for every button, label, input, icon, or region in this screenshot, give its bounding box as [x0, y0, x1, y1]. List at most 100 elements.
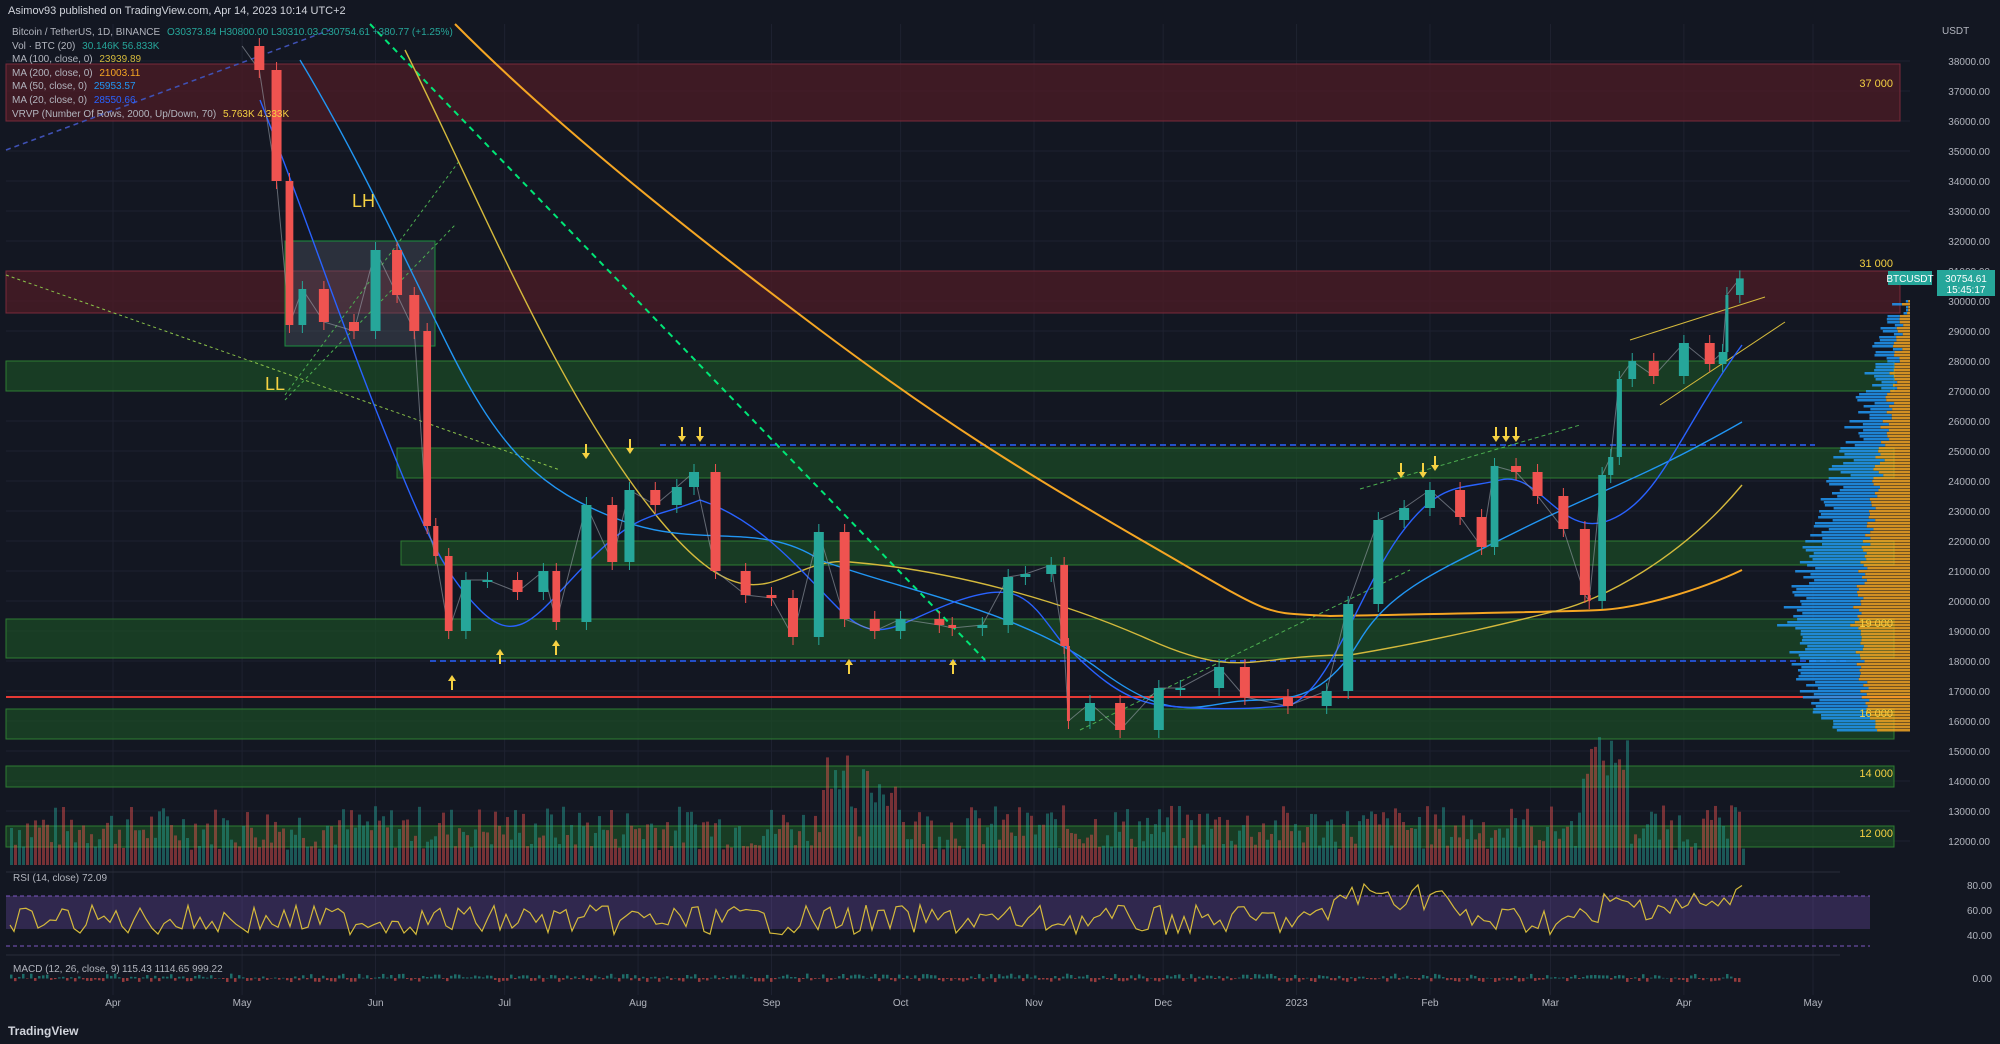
volume-bar	[1298, 830, 1301, 865]
price-tick-label: 36000.00	[1948, 117, 1990, 128]
volume-bar	[1698, 849, 1701, 865]
macd-histogram-bar	[1418, 978, 1421, 980]
macd-histogram-bar	[1554, 977, 1557, 979]
profile-bar-up	[1887, 321, 1900, 324]
macd-histogram-bar	[1730, 976, 1733, 979]
volume-bar	[530, 843, 533, 865]
volume-bar	[1578, 812, 1581, 865]
profile-bar-down	[1863, 597, 1910, 600]
legend-vrvp-row[interactable]: VRVP (Number Of Rows, 2000, Up/Down, 70)…	[12, 108, 453, 122]
macd-histogram-bar	[722, 976, 725, 979]
volume-bar	[1218, 817, 1221, 865]
volume-bar	[970, 807, 973, 865]
support-zone	[5, 618, 1895, 659]
volume-bar	[866, 770, 869, 865]
macd-histogram-bar	[1150, 977, 1153, 979]
profile-bar-down	[1860, 657, 1910, 660]
volume-bar	[1338, 848, 1341, 865]
macd-histogram-bar	[382, 973, 385, 979]
volume-bar	[354, 827, 357, 865]
macd-histogram-bar	[1318, 975, 1321, 979]
profile-bar-up	[1802, 546, 1862, 549]
macd-histogram-bar	[1422, 974, 1425, 979]
signal-arrows	[448, 427, 1520, 690]
volume-bar	[58, 844, 61, 865]
volume-bar	[642, 839, 645, 865]
profile-bar-up	[1814, 522, 1868, 525]
profile-bar-up	[1813, 552, 1867, 555]
profile-bar-down	[1899, 357, 1910, 360]
volume-bar	[890, 792, 893, 865]
volume-bar	[1226, 819, 1229, 865]
macd-histogram-bar	[570, 978, 573, 980]
volume-bar	[202, 829, 205, 865]
profile-bar-down	[1858, 588, 1910, 591]
macd-histogram-bar	[118, 977, 121, 979]
profile-bar-up	[1795, 570, 1859, 573]
volume-bar	[1278, 840, 1281, 865]
volume-bar	[206, 823, 209, 865]
profile-bar-up	[1800, 633, 1861, 636]
macd-histogram-bar	[670, 978, 673, 981]
macd-histogram-bar	[698, 978, 701, 982]
volume-bar	[1066, 828, 1069, 865]
macd-zero-label: 0.00	[1973, 974, 1993, 985]
profile-bar-up	[1862, 423, 1889, 426]
legend-ma50-row[interactable]: MA (50, close, 0) 25953.57	[12, 80, 453, 94]
macd-histogram-bar	[422, 976, 425, 979]
macd-histogram-bar	[1646, 978, 1649, 982]
macd-histogram-bar	[186, 978, 189, 982]
candle-body	[1060, 565, 1069, 646]
profile-bar-down	[1889, 438, 1910, 441]
macd-histogram-bar	[834, 978, 837, 979]
profile-bar-up	[1789, 651, 1856, 654]
volume-bar	[1738, 811, 1741, 865]
macd-histogram-bar	[1582, 977, 1585, 979]
macd-histogram-bar	[1614, 975, 1617, 979]
volume-bar	[1262, 823, 1265, 865]
profile-bar-down	[1868, 516, 1910, 519]
volume-bar	[1042, 824, 1045, 865]
volume-bar	[1242, 825, 1245, 865]
legend-ma100-row[interactable]: MA (100, close, 0) 23939.89	[12, 53, 453, 67]
legend-symbol-row[interactable]: Bitcoin / TetherUS, 1D, BINANCE O30373.8…	[12, 26, 453, 40]
profile-bar-down	[1896, 339, 1910, 342]
candle-body	[538, 571, 549, 592]
macd-histogram-bar	[994, 978, 997, 983]
volume-bar	[1362, 815, 1365, 865]
volume-bar	[1570, 821, 1573, 865]
volume-bar	[1138, 821, 1141, 865]
legend-volume-row[interactable]: Vol · BTC (20) 30.146K 56.833K	[12, 40, 453, 54]
volume-bar	[1254, 844, 1257, 865]
tradingview-logo[interactable]: TradingView	[8, 1024, 79, 1038]
profile-bar-up	[1881, 387, 1898, 390]
symbol-title: Bitcoin / TetherUS, 1D, BINANCE	[12, 27, 161, 38]
macd-histogram-bar	[754, 978, 757, 982]
volume-bar	[586, 822, 589, 865]
support-zone	[400, 540, 1895, 566]
volume-bar	[1258, 832, 1261, 865]
legend-ma200-row[interactable]: MA (200, close, 0) 21003.11	[12, 67, 453, 81]
candle-body	[1373, 520, 1384, 604]
volume-bar	[310, 846, 313, 865]
profile-bar-down	[1868, 687, 1910, 690]
volume-bar	[1742, 848, 1745, 865]
volume-bar	[478, 809, 481, 865]
macd-histogram-bar	[202, 976, 205, 979]
volume-bar	[526, 846, 529, 865]
volume-bar	[94, 846, 97, 865]
profile-bar-up	[1800, 600, 1861, 603]
volume-bar	[850, 806, 853, 865]
profile-bar-up	[1869, 414, 1892, 417]
legend-ma20-row[interactable]: MA (20, close, 0) 28550.66	[12, 94, 453, 108]
dotted-trendline	[5, 274, 561, 471]
candle-body	[1558, 496, 1569, 529]
ma50-line	[299, 59, 1743, 709]
volume-bar	[682, 842, 685, 865]
macd-histogram-bar	[254, 977, 257, 979]
macd-histogram-bar	[942, 978, 945, 982]
macd-histogram-bar	[1042, 978, 1045, 980]
macd-histogram-bar	[614, 977, 617, 979]
volume-bar	[954, 838, 957, 865]
